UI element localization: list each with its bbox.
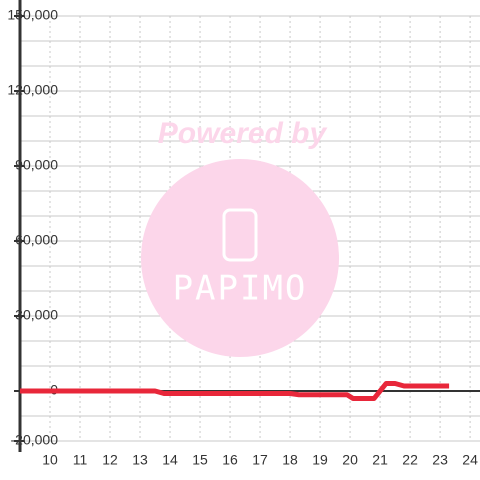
x-tick-label: 13 bbox=[132, 452, 148, 468]
y-tick-label: 120,000 bbox=[7, 82, 58, 98]
y-tick-label: 90,000 bbox=[15, 157, 58, 173]
y-tick-label: 150,000 bbox=[7, 7, 58, 23]
x-tick-label: 16 bbox=[222, 452, 238, 468]
y-tick-label: 30,000 bbox=[15, 307, 58, 323]
x-tick-label: 21 bbox=[372, 452, 388, 468]
y-tick-label: 60,000 bbox=[15, 232, 58, 248]
x-tick-label: 11 bbox=[73, 452, 88, 468]
watermark: Powered by PAPIMO bbox=[141, 117, 339, 357]
x-tick-label: 18 bbox=[282, 452, 298, 468]
x-tick-label: 24 bbox=[462, 452, 478, 468]
x-tick-label: 15 bbox=[192, 452, 208, 468]
watermark-circle bbox=[141, 159, 339, 357]
watermark-bottom: PAPIMO bbox=[173, 269, 308, 309]
x-tick-label: 17 bbox=[252, 452, 268, 468]
series-line bbox=[20, 381, 450, 401]
x-tick-label: 20 bbox=[342, 452, 358, 468]
x-tick-label: 23 bbox=[432, 452, 448, 468]
watermark-top: Powered by bbox=[158, 117, 328, 150]
y-tick-label: -20,000 bbox=[11, 432, 59, 448]
watermark-phone bbox=[222, 208, 258, 262]
x-tick-label: 22 bbox=[402, 452, 418, 468]
x-tick-label: 12 bbox=[102, 452, 118, 468]
x-tick-label: 14 bbox=[162, 452, 178, 468]
x-tick-label: 19 bbox=[312, 452, 328, 468]
x-tick-label: 10 bbox=[42, 452, 58, 468]
